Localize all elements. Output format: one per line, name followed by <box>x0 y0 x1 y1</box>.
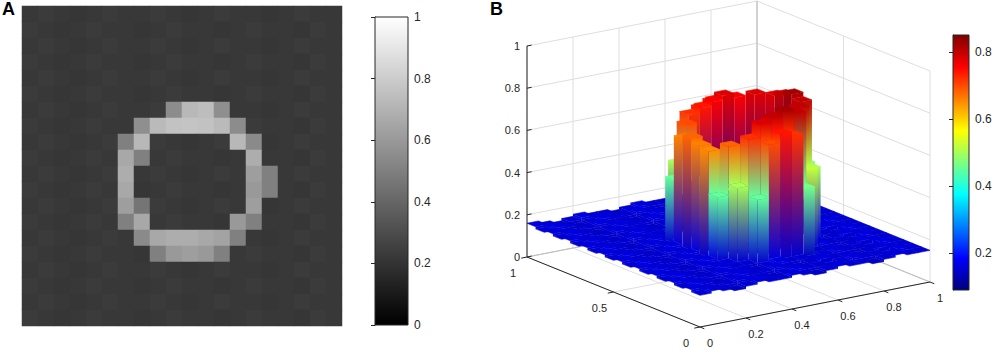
svg-text:0: 0 <box>514 251 520 263</box>
svg-text:0.6: 0.6 <box>840 310 855 322</box>
svg-text:A: A <box>2 0 15 19</box>
svg-text:0.8: 0.8 <box>886 301 901 313</box>
svg-text:1: 1 <box>937 292 943 304</box>
svg-text:0: 0 <box>707 337 713 349</box>
svg-text:1: 1 <box>510 267 516 279</box>
svg-text:0.2: 0.2 <box>414 256 431 270</box>
svg-text:0: 0 <box>414 318 421 332</box>
svg-text:0.8: 0.8 <box>975 45 992 59</box>
svg-text:1: 1 <box>414 10 421 24</box>
svg-text:0.2: 0.2 <box>748 328 763 340</box>
svg-text:0.4: 0.4 <box>414 195 431 209</box>
svg-text:0.6: 0.6 <box>414 133 431 147</box>
svg-text:1: 1 <box>514 40 520 52</box>
svg-text:B: B <box>490 0 503 19</box>
svg-text:0: 0 <box>683 337 689 349</box>
svg-text:0.5: 0.5 <box>592 302 607 314</box>
svg-text:0.6: 0.6 <box>505 124 520 136</box>
svg-text:0.2: 0.2 <box>505 209 520 221</box>
svg-text:0.4: 0.4 <box>975 179 992 193</box>
svg-text:0.4: 0.4 <box>505 167 520 179</box>
svg-text:0.4: 0.4 <box>794 319 809 331</box>
svg-text:0.8: 0.8 <box>505 82 520 94</box>
svg-text:0.2: 0.2 <box>975 246 992 260</box>
svg-text:0.8: 0.8 <box>414 72 431 86</box>
svg-text:0.6: 0.6 <box>975 112 992 126</box>
